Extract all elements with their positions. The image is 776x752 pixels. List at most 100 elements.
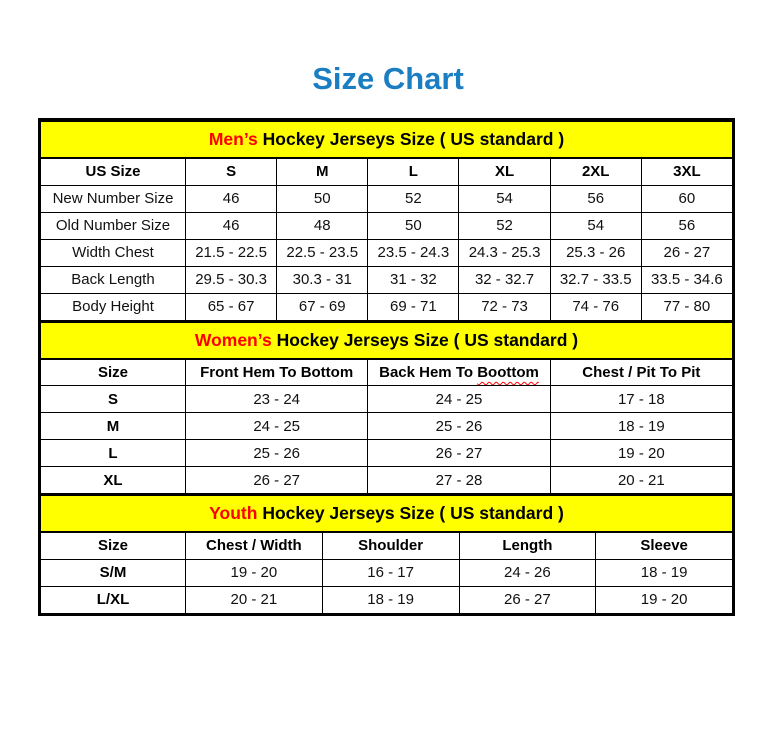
table-row: XL 26 - 27 27 - 28 20 - 21 [40, 466, 734, 494]
value-cell: 24 - 25 [184, 412, 369, 440]
column-header: Size [40, 358, 186, 386]
value-cell: 20 - 21 [185, 585, 323, 614]
value-cell: 19 - 20 [185, 558, 323, 587]
value-cell: 65 - 67 [184, 292, 278, 321]
value-cell: 46 [184, 184, 278, 213]
value-cell: 20 - 21 [549, 466, 734, 494]
column-header: Front Hem To Bottom [184, 358, 369, 386]
table-row: Back Length 29.5 - 30.3 30.3 - 31 31 - 3… [40, 265, 734, 294]
table-row: S 23 - 24 24 - 25 17 - 18 [40, 385, 734, 413]
value-cell: 30.3 - 31 [276, 265, 369, 294]
value-cell: 69 - 71 [367, 292, 460, 321]
value-cell: 26 - 27 [184, 466, 369, 494]
column-header: 2XL [549, 157, 642, 186]
youth-column-header-row: Size Chest / Width Shoulder Length Sleev… [40, 531, 733, 560]
youth-size-table: Youth Hockey Jerseys Size ( US standard … [40, 494, 733, 614]
column-header: S [184, 157, 278, 186]
row-label: S [40, 385, 186, 413]
row-label: XL [40, 466, 186, 494]
column-header: Sleeve [595, 531, 733, 560]
mens-title-highlight: Men’s [208, 129, 258, 149]
row-label: Back Length [40, 265, 186, 294]
value-cell: 48 [276, 211, 369, 240]
size-chart: Men’s Hockey Jerseys Size ( US standard … [38, 118, 735, 616]
value-cell: 22.5 - 23.5 [276, 238, 369, 267]
value-cell: 50 [276, 184, 369, 213]
row-label: New Number Size [40, 184, 186, 213]
value-cell: 50 [367, 211, 460, 240]
value-cell: 18 - 19 [321, 585, 460, 614]
column-header: Back Hem To Boottom [367, 358, 551, 386]
page-title: Size Chart [312, 61, 464, 96]
column-header: Chest / Width [185, 531, 323, 560]
value-cell: 25.3 - 26 [549, 238, 642, 267]
value-cell: 25 - 26 [184, 439, 369, 467]
value-cell: 72 - 73 [458, 292, 551, 321]
womens-title-rest: Hockey Jerseys Size ( US standard ) [276, 329, 579, 350]
table-row: Width Chest 21.5 - 22.5 22.5 - 23.5 23.5… [40, 238, 734, 267]
mens-column-header-row: US Size S M L XL 2XL 3XL [40, 157, 734, 186]
youth-section-band: Youth Hockey Jerseys Size ( US standard … [40, 494, 733, 533]
table-row: Old Number Size 46 48 50 52 54 56 [40, 211, 734, 240]
table-row: New Number Size 46 50 52 54 56 60 [40, 184, 734, 213]
womens-column-header-row: Size Front Hem To Bottom Back Hem To Boo… [40, 358, 734, 386]
column-header: 3XL [640, 157, 734, 186]
column-header: Shoulder [321, 531, 460, 560]
value-cell: 31 - 32 [367, 265, 460, 294]
value-cell: 24 - 26 [458, 558, 597, 587]
table-row: S/M 19 - 20 16 - 17 24 - 26 18 - 19 [40, 558, 733, 587]
youth-section-title: Youth Hockey Jerseys Size ( US standard … [40, 494, 733, 533]
table-row: Body Height 65 - 67 67 - 69 69 - 71 72 -… [40, 292, 734, 321]
column-header: Chest / Pit To Pit [549, 358, 734, 386]
value-cell: 16 - 17 [321, 558, 460, 587]
table-row: L/XL 20 - 21 18 - 19 26 - 27 19 - 20 [40, 585, 733, 614]
value-cell: 74 - 76 [549, 292, 642, 321]
misspelled-word: Boottom [477, 363, 539, 381]
row-label: Body Height [40, 292, 186, 321]
row-label: M [40, 412, 186, 440]
value-cell: 27 - 28 [367, 466, 551, 494]
mens-size-table: Men’s Hockey Jerseys Size ( US standard … [40, 120, 734, 321]
table-row: L 25 - 26 26 - 27 19 - 20 [40, 439, 734, 467]
row-label: Width Chest [40, 238, 186, 267]
value-cell: 18 - 19 [549, 412, 734, 440]
value-cell: 52 [367, 184, 460, 213]
column-header: XL [458, 157, 551, 186]
value-cell: 60 [640, 184, 734, 213]
mens-section-title: Men’s Hockey Jerseys Size ( US standard … [40, 120, 733, 159]
value-cell: 54 [458, 184, 551, 213]
row-label: L/XL [40, 585, 186, 614]
value-cell: 32.7 - 33.5 [549, 265, 642, 294]
value-cell: 24 - 25 [367, 385, 551, 413]
value-cell: 19 - 20 [549, 439, 734, 467]
womens-title-highlight: Women’s [194, 329, 272, 350]
value-cell: 17 - 18 [549, 385, 734, 413]
column-header: Length [458, 531, 597, 560]
row-label: L [40, 439, 186, 467]
mens-section-band: Men’s Hockey Jerseys Size ( US standard … [40, 120, 733, 159]
value-cell: 52 [458, 211, 551, 240]
youth-title-highlight: Youth [209, 503, 258, 523]
column-header-text: Back Hem To [379, 363, 474, 381]
value-cell: 18 - 19 [595, 558, 733, 587]
value-cell: 25 - 26 [367, 412, 551, 440]
value-cell: 23.5 - 24.3 [367, 238, 460, 267]
column-header: M [276, 157, 369, 186]
value-cell: 26 - 27 [458, 585, 597, 614]
value-cell: 56 [549, 184, 642, 213]
value-cell: 26 - 27 [367, 439, 551, 467]
column-header: Size [40, 531, 186, 560]
value-cell: 56 [640, 211, 734, 240]
value-cell: 33.5 - 34.6 [640, 265, 734, 294]
value-cell: 26 - 27 [640, 238, 734, 267]
mens-title-rest: Hockey Jerseys Size ( US standard ) [262, 129, 565, 149]
row-label: S/M [40, 558, 186, 587]
table-row: M 24 - 25 25 - 26 18 - 19 [40, 412, 734, 440]
value-cell: 24.3 - 25.3 [458, 238, 551, 267]
value-cell: 23 - 24 [184, 385, 369, 413]
column-header: US Size [40, 157, 186, 186]
value-cell: 19 - 20 [595, 585, 733, 614]
value-cell: 54 [549, 211, 642, 240]
value-cell: 21.5 - 22.5 [184, 238, 278, 267]
value-cell: 46 [184, 211, 278, 240]
